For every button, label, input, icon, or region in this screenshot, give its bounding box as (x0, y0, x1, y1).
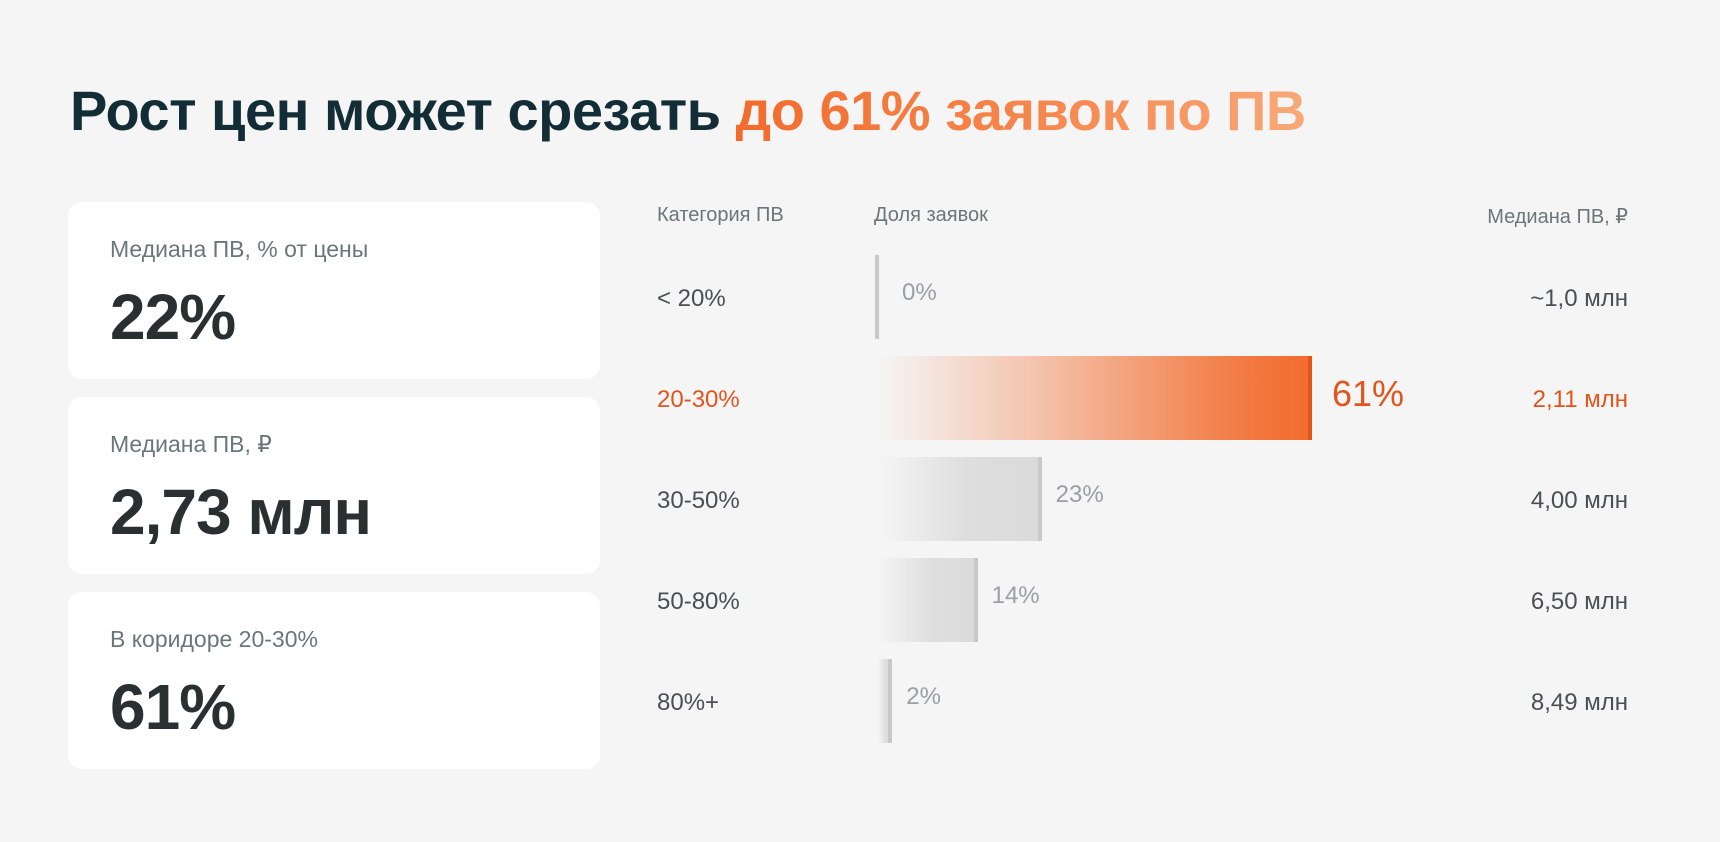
bar-edge (875, 255, 879, 339)
share-value-label: 0% (902, 279, 937, 306)
stat-card-label: Медиана ПВ, ₽ (110, 431, 272, 457)
column-header-median: Медиана ПВ, ₽ (1487, 206, 1628, 228)
stat-card-median-percent: Медиана ПВ, % от цены 22% (68, 202, 600, 379)
share-bar (875, 255, 879, 339)
share-bar (878, 457, 1042, 541)
median-value: 6,50 млн (1530, 588, 1628, 615)
stat-card-value: 22% (110, 281, 236, 353)
stat-card-label: Медиана ПВ, % от цены (110, 236, 369, 262)
page-title: Рост цен может срезать до 61% заявок по … (70, 78, 1306, 143)
median-value: 4,00 млн (1530, 487, 1628, 514)
share-value-label: 23% (1055, 481, 1104, 508)
bar-edge (1037, 457, 1042, 541)
share-bar (878, 558, 978, 642)
category-label: < 20% (657, 285, 726, 312)
title-main: Рост цен может срезать (70, 79, 721, 142)
column-header-category: Категория ПВ (657, 204, 784, 226)
share-value-label: 61% (1332, 373, 1405, 414)
stat-card-value: 2,73 млн (110, 476, 372, 548)
stat-card-median-rub: Медиана ПВ, ₽ 2,73 млн (68, 397, 600, 574)
stat-card-corridor: В коридоре 20-30% 61% (68, 592, 600, 769)
share-bar (878, 659, 893, 743)
category-label: 80%+ (657, 689, 720, 716)
stat-card-label: В коридоре 20-30% (110, 626, 318, 652)
share-bar (878, 356, 1312, 440)
share-value-label: 14% (991, 582, 1040, 609)
category-label: 30-50% (657, 487, 740, 514)
bar-edge (973, 558, 978, 642)
bar-edge (888, 659, 893, 743)
bar-edge (1308, 356, 1312, 440)
category-label: 50-80% (657, 588, 740, 615)
category-label: 20-30% (657, 386, 740, 413)
column-header-share: Доля заявок (874, 204, 988, 226)
share-value-label: 2% (906, 683, 941, 710)
stat-card-value: 61% (110, 671, 236, 743)
median-value: 8,49 млн (1530, 689, 1628, 716)
median-value: 2,11 млн (1532, 386, 1628, 413)
title-accent: до 61% заявок по ПВ (735, 79, 1307, 142)
median-value: ~1,0 млн (1530, 285, 1628, 312)
